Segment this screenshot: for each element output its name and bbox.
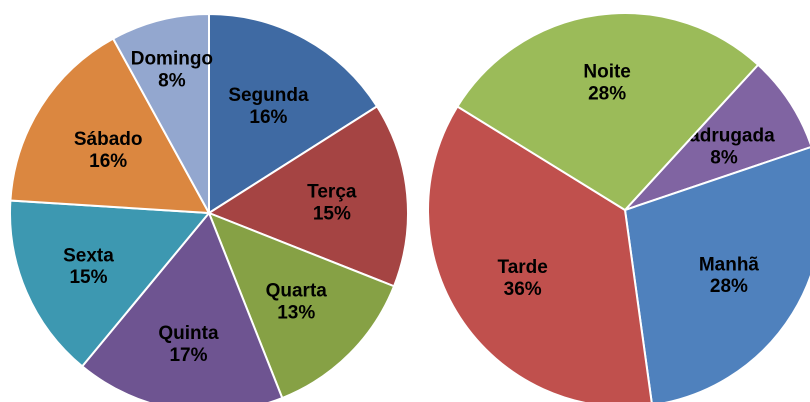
pie-slice bbox=[427, 105, 653, 402]
slice-name: Sexta bbox=[63, 245, 114, 266]
slice-name: Quarta bbox=[266, 280, 328, 301]
pie-slice bbox=[623, 146, 810, 402]
slice-value: 28% bbox=[710, 276, 748, 297]
pie-slice bbox=[456, 12, 760, 212]
slice-value: 17% bbox=[169, 345, 207, 366]
slice-value: 13% bbox=[277, 302, 315, 323]
slice-name: Sábado bbox=[74, 129, 143, 150]
slice-value: 15% bbox=[313, 203, 351, 224]
pie-slice bbox=[80, 211, 284, 402]
slice-name: Manhã bbox=[699, 254, 760, 275]
slice-value: 15% bbox=[69, 267, 107, 288]
slice-name: Quinta bbox=[158, 323, 219, 344]
slice-value: 8% bbox=[710, 148, 738, 169]
slice-label: Sexta 15% bbox=[63, 245, 114, 288]
slice-label: Sábado 16% bbox=[74, 129, 143, 172]
slice-name: Segunda bbox=[228, 85, 309, 106]
slice-label: Manhã 28% bbox=[699, 254, 760, 297]
pie-slice bbox=[207, 211, 396, 400]
slice-value: 36% bbox=[504, 279, 542, 300]
slice-label: Quarta 13% bbox=[266, 280, 328, 323]
slice-label: Quinta 17% bbox=[158, 323, 219, 366]
slice-label: Segunda 16% bbox=[228, 85, 309, 128]
slice-name: Noite bbox=[583, 61, 631, 82]
slice-label: Terça 15% bbox=[307, 182, 357, 225]
slice-value: 16% bbox=[249, 107, 287, 128]
slice-label: Noite 28% bbox=[583, 61, 631, 104]
slice-name: Tarde bbox=[498, 257, 548, 278]
pie-slice bbox=[9, 37, 211, 215]
slice-value: 16% bbox=[89, 151, 127, 172]
slice-value: 8% bbox=[158, 70, 186, 91]
pie-slice bbox=[206, 104, 409, 288]
slice-value: 28% bbox=[588, 83, 626, 104]
slice-label: Domingo 8% bbox=[131, 49, 213, 92]
slice-name: Terça bbox=[307, 182, 357, 203]
pie-slice bbox=[9, 199, 212, 368]
pie-slice bbox=[111, 12, 210, 214]
slice-name: Domingo bbox=[131, 49, 213, 70]
pie-slice bbox=[208, 12, 379, 215]
slice-label: Tarde 36% bbox=[498, 257, 548, 300]
pie-slice bbox=[624, 63, 810, 211]
